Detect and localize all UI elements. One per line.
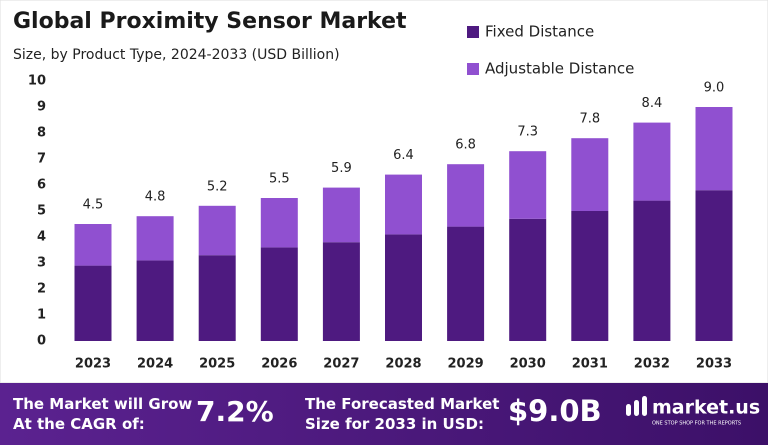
chart-title: Global Proximity Sensor Market (13, 9, 407, 34)
y-tick-label: 3 (37, 256, 46, 271)
total-label: 9.0 (704, 81, 725, 96)
bar-segment (136, 260, 174, 341)
x-tick-label: 2028 (385, 357, 421, 372)
x-tick-label: 2029 (448, 357, 484, 372)
total-label: 5.5 (269, 172, 290, 187)
y-tick-label: 5 (37, 204, 46, 219)
bar-segment (571, 211, 609, 341)
bar-segment (322, 242, 360, 341)
legend-swatch (467, 26, 479, 38)
x-tick-label: 2031 (572, 357, 608, 372)
total-label: 4.8 (145, 190, 166, 205)
y-tick-label: 9 (37, 100, 46, 115)
bar-segment (385, 234, 422, 341)
bar-segment (509, 151, 547, 219)
y-tick-label: 10 (28, 74, 46, 89)
x-tick-label: 2024 (137, 357, 173, 372)
chart-subtitle: Size, by Product Type, 2024-2033 (USD Bi… (13, 47, 340, 63)
bar-segment (74, 224, 112, 266)
bar-segment (695, 190, 733, 341)
total-label: 4.5 (83, 198, 104, 213)
brand-tagline: ONE STOP SHOP FOR THE REPORTS (652, 421, 741, 427)
bar-segment (447, 226, 485, 341)
total-label: 5.2 (207, 179, 228, 194)
y-tick-label: 1 (37, 308, 46, 323)
bar-segment (509, 218, 547, 341)
total-label: 7.3 (517, 125, 538, 140)
total-label: 6.8 (455, 138, 476, 153)
total-label: 5.9 (331, 161, 352, 176)
x-tick-label: 2032 (634, 357, 670, 372)
x-tick-label: 2023 (75, 357, 111, 372)
x-tick-label: 2027 (323, 357, 359, 372)
bar-segment (633, 122, 671, 201)
bar-segment (74, 265, 112, 341)
legend-swatch (467, 63, 479, 75)
y-tick-label: 0 (37, 334, 46, 349)
x-tick-label: 2025 (199, 357, 235, 372)
bar-segment (322, 187, 360, 243)
bar-segment (260, 198, 298, 248)
bar-segment (447, 164, 485, 227)
total-label: 6.4 (393, 148, 414, 163)
cagr-value: 7.2% (196, 395, 274, 428)
total-label: 8.4 (642, 96, 663, 111)
bar-segment (198, 255, 236, 341)
bar-segment (260, 247, 298, 341)
bar-segment (571, 138, 609, 211)
y-tick-label: 4 (37, 230, 46, 245)
x-tick-label: 2026 (261, 357, 297, 372)
total-label: 7.8 (579, 112, 600, 127)
bar-segment (385, 174, 422, 235)
y-tick-label: 2 (37, 282, 46, 297)
brand-logo (626, 396, 647, 416)
legend-label: Fixed Distance (485, 23, 594, 41)
bar-segment (136, 216, 174, 261)
bar-segment (695, 107, 733, 191)
footer-banner (0, 383, 768, 445)
x-tick-label: 2033 (696, 357, 732, 372)
forecast-text: The Forecasted Market Size for 2033 in U… (305, 395, 505, 433)
bar-segment (198, 205, 236, 256)
cagr-text: The Market will Grow At the CAGR of: (13, 395, 198, 433)
y-tick-label: 7 (37, 152, 46, 167)
brand-name: market.us (652, 397, 760, 419)
y-tick-label: 8 (37, 126, 46, 141)
forecast-value: $9.0B (508, 394, 602, 428)
y-tick-label: 6 (37, 178, 46, 193)
bar-segment (633, 200, 671, 341)
legend-label: Adjustable Distance (485, 60, 634, 78)
x-tick-label: 2030 (510, 357, 546, 372)
